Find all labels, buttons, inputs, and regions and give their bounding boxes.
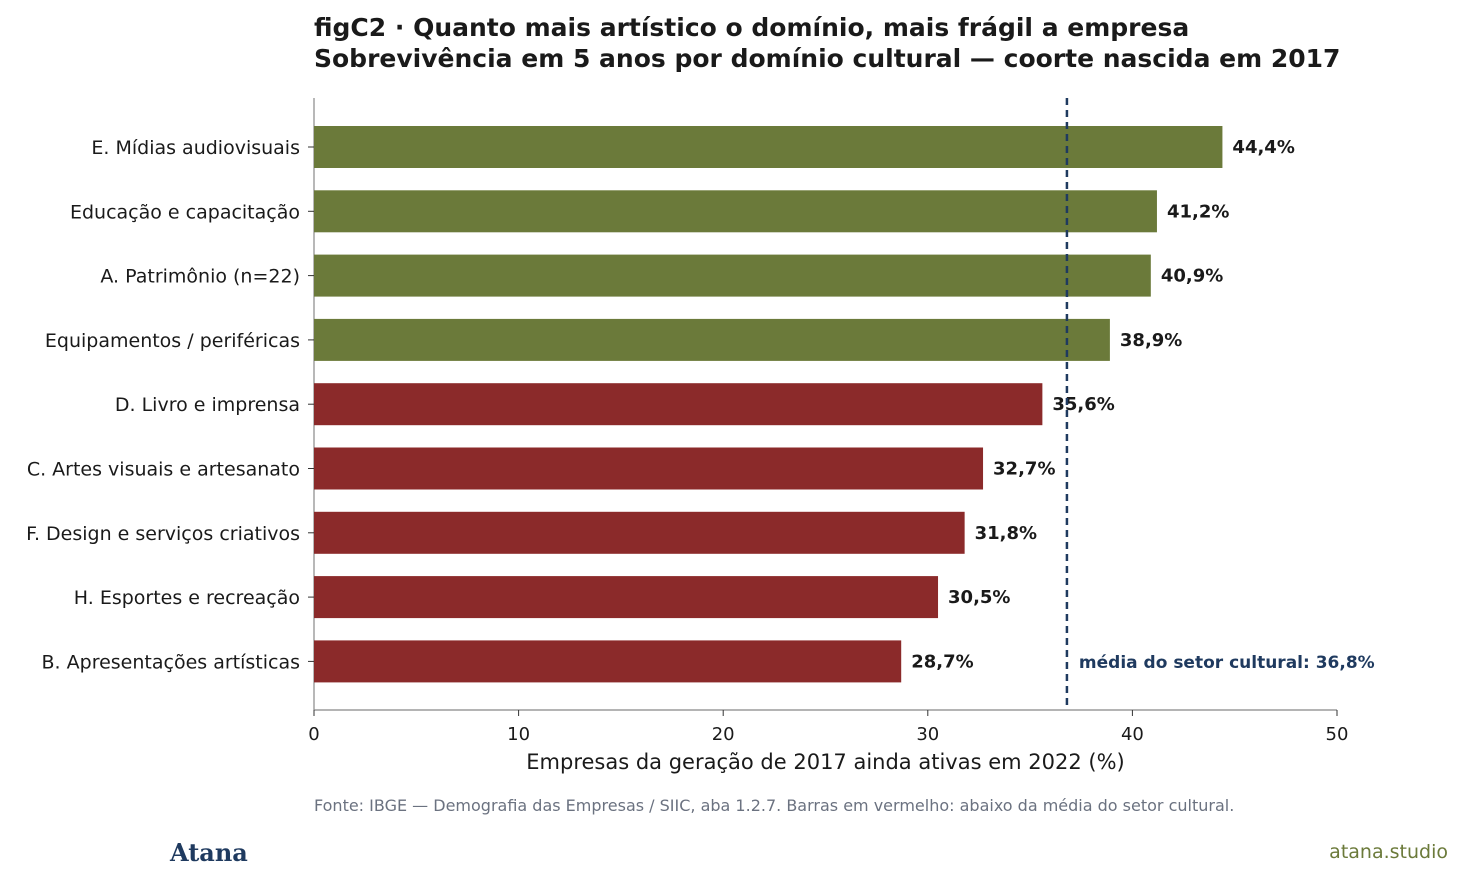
y-tick-label: F. Design e serviços criativos — [26, 523, 300, 545]
x-tick-label: 0 — [308, 724, 319, 745]
y-tick-label: D. Livro e imprensa — [115, 394, 300, 416]
bar — [314, 318, 1110, 361]
y-tick-label: Equipamentos / periféricas — [45, 330, 300, 352]
x-tick-label: 40 — [1121, 724, 1144, 745]
chart-title-line1: figC2 · Quanto mais artístico o domínio,… — [314, 13, 1190, 42]
mean-label: média do setor cultural: 36,8% — [1079, 653, 1375, 673]
x-tick-label: 30 — [916, 724, 939, 745]
source-note: Fonte: IBGE — Demografia das Empresas / … — [314, 796, 1235, 815]
chart-title-line2: Sobrevivência em 5 anos por domínio cult… — [314, 44, 1341, 73]
bar — [314, 640, 902, 683]
chart-title: figC2 · Quanto mais artístico o domínio,… — [314, 12, 1340, 74]
bar — [314, 511, 965, 554]
data-label: 40,9% — [1161, 266, 1223, 287]
site-link[interactable]: atana.studio — [1329, 841, 1448, 863]
brand-logo: Atana — [170, 838, 248, 867]
y-tick-label: C. Artes visuais e artesanato — [27, 459, 300, 481]
y-tick-label: Educação e capacitação — [70, 201, 300, 223]
y-tick-label: H. Esportes e recreação — [74, 587, 300, 609]
data-label: 31,8% — [975, 523, 1037, 544]
bar — [314, 126, 1223, 168]
data-label: 30,5% — [948, 587, 1010, 608]
y-tick-label: B. Apresentações artísticas — [42, 651, 300, 673]
bar — [314, 576, 939, 619]
x-axis-label: Empresas da geração de 2017 ainda ativas… — [526, 750, 1124, 774]
data-label: 32,7% — [993, 459, 1055, 480]
data-label: 41,2% — [1167, 201, 1229, 222]
bar — [314, 254, 1151, 297]
bar — [314, 190, 1157, 233]
y-tick-label: E. Mídias audiovisuais — [91, 137, 300, 159]
bar — [314, 383, 1043, 426]
bar — [314, 447, 984, 490]
data-label: 38,9% — [1120, 330, 1182, 351]
y-tick-label: A. Patrimônio (n=22) — [100, 266, 300, 288]
data-label: 35,6% — [1052, 394, 1114, 415]
x-tick-label: 50 — [1326, 724, 1349, 745]
x-tick-label: 10 — [507, 724, 530, 745]
data-label: 44,4% — [1232, 137, 1294, 158]
x-tick-label: 20 — [712, 724, 735, 745]
data-label: 28,7% — [911, 651, 973, 672]
